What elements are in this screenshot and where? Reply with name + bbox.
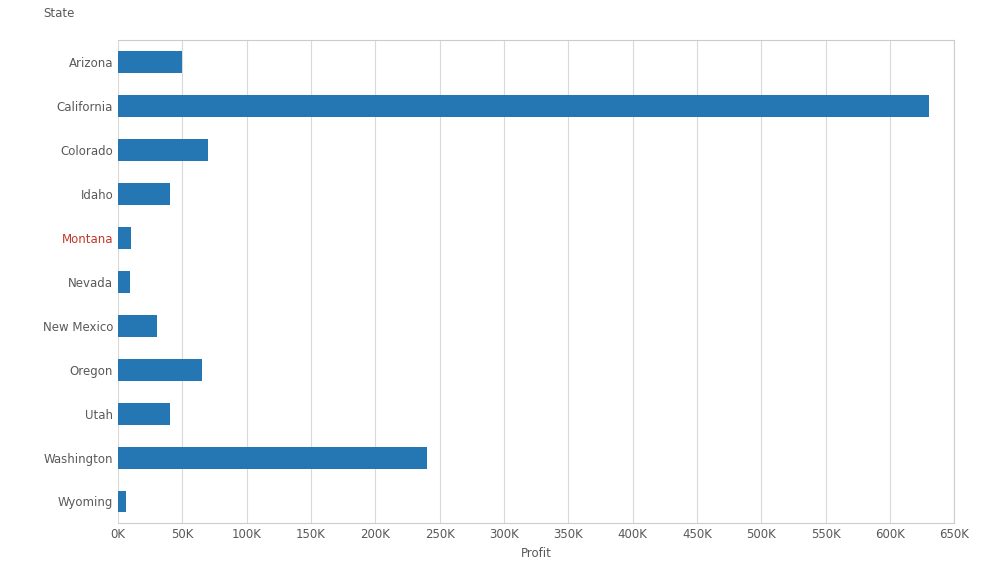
- Bar: [118, 490, 126, 513]
- Bar: [118, 226, 131, 249]
- Bar: [118, 315, 156, 337]
- Bar: [118, 139, 209, 160]
- Bar: [118, 95, 929, 117]
- Bar: [118, 51, 182, 73]
- X-axis label: Profit: Profit: [521, 547, 552, 560]
- Text: State: State: [43, 7, 74, 20]
- Bar: [118, 271, 130, 292]
- Bar: [118, 358, 202, 381]
- Bar: [118, 403, 169, 424]
- Bar: [118, 447, 427, 468]
- Bar: [118, 183, 169, 205]
